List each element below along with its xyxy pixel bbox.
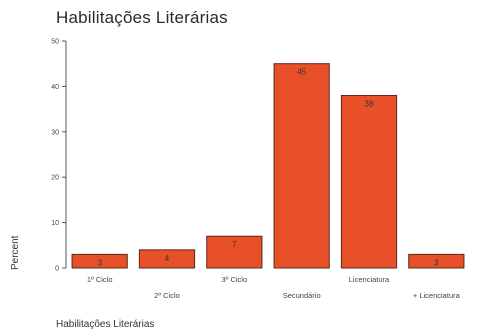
category-label: Secundário [283, 291, 321, 300]
bar [138, 249, 196, 269]
y-axis-title: Percent [10, 235, 21, 270]
bar-value-label: 7 [232, 240, 237, 249]
bar-value-label: 3 [97, 258, 102, 267]
y-axis: 0 10 20 30 40 50 [51, 39, 67, 273]
category-labels: 1º Ciclo 2º Ciclo 3º Ciclo Secundário Licenc… [87, 275, 461, 300]
category-label: 2º Ciclo [154, 291, 180, 300]
y-tick-label: 20 [51, 175, 59, 182]
bar-value-label: 38 [365, 99, 374, 108]
y-tick-label: 50 [51, 39, 59, 46]
bar [408, 253, 465, 269]
category-label: 1º Ciclo [87, 275, 113, 284]
y-tick-label: 30 [51, 129, 59, 136]
category-label: 3º Ciclo [221, 275, 247, 284]
y-tick-label: 40 [51, 84, 59, 91]
y-tick-label: 10 [51, 220, 59, 227]
bar [206, 235, 263, 269]
bar [340, 94, 398, 269]
category-label: Licenciatura [349, 275, 390, 284]
x-axis-title: Habilitações Literárias [56, 319, 155, 330]
y-tick-label: 0 [55, 266, 59, 273]
bars-group: 3 4 7 45 38 3 [71, 63, 465, 269]
bar-value-label: 45 [297, 68, 306, 77]
category-label: + Licenciatura [413, 291, 461, 300]
bar-value-label: 3 [434, 258, 439, 267]
bar [273, 63, 330, 269]
bar-value-label: 4 [165, 254, 170, 263]
chart-title: Habilitações Literárias [56, 8, 228, 27]
bar [71, 253, 128, 269]
